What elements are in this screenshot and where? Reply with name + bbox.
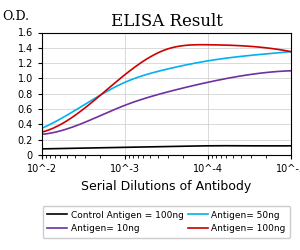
Control Antigen = 100ng [188,144,192,148]
Antigen= 100ng [193,43,196,46]
Antigen= 10ng [193,84,196,87]
Control Antigen = 100ng [267,144,270,148]
Antigen= 100ng [188,44,191,46]
Legend: Control Antigen = 100ng, Antigen= 10ng, Antigen= 50ng, Antigen= 100ng: Control Antigen = 100ng, Antigen= 10ng, … [43,206,290,238]
Antigen= 100ng [289,50,293,53]
Antigen= 50ng [40,127,44,130]
Control Antigen = 100ng [188,144,191,148]
Control Antigen = 100ng [41,147,45,150]
Antigen= 10ng [188,85,192,88]
Antigen= 50ng [188,63,191,66]
Antigen= 10ng [266,71,269,74]
Antigen= 50ng [41,126,45,129]
Antigen= 100ng [40,130,44,134]
Antigen= 10ng [41,133,45,136]
Text: O.D.: O.D. [2,10,29,23]
Antigen= 50ng [193,62,196,65]
Antigen= 100ng [200,43,204,46]
Control Antigen = 100ng [40,147,44,150]
Antigen= 10ng [289,69,293,72]
Line: Antigen= 50ng: Antigen= 50ng [42,52,291,128]
Antigen= 100ng [267,46,270,50]
Control Antigen = 100ng [251,144,254,147]
Line: Antigen= 100ng: Antigen= 100ng [42,45,291,132]
X-axis label: Serial Dilutions of Antibody: Serial Dilutions of Antibody [81,180,252,192]
Control Antigen = 100ng [224,144,227,147]
Line: Antigen= 10ng: Antigen= 10ng [42,71,291,134]
Antigen= 10ng [250,73,254,76]
Antigen= 50ng [266,52,269,55]
Title: ELISA Result: ELISA Result [111,12,222,29]
Line: Control Antigen = 100ng: Control Antigen = 100ng [42,146,291,149]
Antigen= 100ng [41,130,45,133]
Antigen= 100ng [188,44,192,46]
Control Antigen = 100ng [193,144,196,148]
Control Antigen = 100ng [289,144,293,147]
Antigen= 50ng [188,62,192,66]
Antigen= 100ng [251,45,254,48]
Antigen= 50ng [289,50,293,53]
Antigen= 10ng [40,133,44,136]
Antigen= 10ng [188,85,191,88]
Antigen= 50ng [250,54,254,57]
